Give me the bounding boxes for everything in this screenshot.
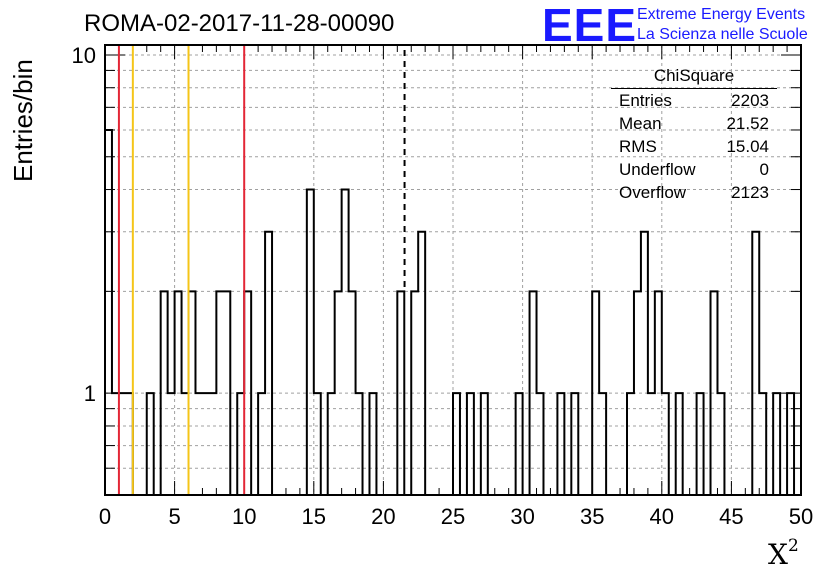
x-tick-label: 25 xyxy=(441,504,465,529)
histogram-bar xyxy=(592,291,599,495)
histogram-bar xyxy=(237,393,244,495)
plot-frame xyxy=(104,44,802,496)
histogram-bar xyxy=(752,232,759,495)
histogram-bar xyxy=(759,393,766,495)
histogram-bar xyxy=(328,393,335,495)
histogram-bar xyxy=(223,291,230,495)
y-tick-label: 1 xyxy=(84,381,96,406)
histogram-bar xyxy=(557,393,564,495)
histogram-bar xyxy=(314,393,321,495)
histogram-bar xyxy=(453,393,460,495)
histogram-bar xyxy=(773,393,780,495)
logo-line-2: La Scienza nelle Scuole xyxy=(637,26,808,43)
eee-logo: EEE xyxy=(542,0,638,51)
histogram-bar xyxy=(175,291,182,495)
stats-label: RMS xyxy=(619,137,657,156)
histogram-bar xyxy=(537,393,544,495)
stats-value: 21.52 xyxy=(726,114,769,133)
histogram-bar xyxy=(516,393,523,495)
histogram-bar xyxy=(662,393,669,495)
histogram-bar xyxy=(418,232,425,495)
stats-label: Underflow xyxy=(619,160,696,179)
x-axis-label: X2 xyxy=(768,536,799,571)
histogram-bar xyxy=(202,393,209,495)
histogram-bar xyxy=(112,393,119,495)
x-tick-label: 40 xyxy=(650,504,674,529)
chart-title: ROMA-02-2017-11-28-00090 xyxy=(84,10,395,37)
histogram-bar xyxy=(258,393,265,495)
x-tick-label: 0 xyxy=(99,504,111,529)
histogram-bar xyxy=(342,190,349,495)
stats-value: 2203 xyxy=(731,91,769,110)
histogram-bar xyxy=(307,190,314,495)
stats-label: Overflow xyxy=(619,183,687,202)
x-tick-label: 10 xyxy=(232,504,256,529)
x-axis-label-text: X xyxy=(768,538,788,571)
x-tick-label: 50 xyxy=(789,504,813,529)
histogram-bar xyxy=(787,393,794,495)
histogram-bar xyxy=(349,291,356,495)
histogram-bar xyxy=(126,393,133,495)
histogram-bar xyxy=(571,393,578,495)
histogram-bar xyxy=(676,393,683,495)
x-tick-label: 20 xyxy=(371,504,395,529)
histogram-bar xyxy=(627,393,634,495)
stats-value: 0 xyxy=(759,160,769,179)
histogram-bar xyxy=(168,393,175,495)
stats-label: Mean xyxy=(619,114,662,133)
histogram-bar xyxy=(467,393,474,495)
histogram-bar xyxy=(655,291,662,495)
histogram-bar xyxy=(189,291,196,495)
stats-label: Entries xyxy=(619,91,672,110)
histogram-bar xyxy=(397,291,404,495)
histogram-bar xyxy=(530,291,537,495)
histogram-bar xyxy=(717,393,724,495)
histogram-bar xyxy=(711,291,718,495)
histogram-bar xyxy=(244,291,251,495)
histogram-bar xyxy=(411,291,418,495)
histogram-bar xyxy=(599,393,606,495)
histogram-bar xyxy=(209,393,216,495)
stats-value: 15.04 xyxy=(726,137,769,156)
histogram-bar xyxy=(216,291,223,495)
x-axis-label-sup: 2 xyxy=(787,536,799,556)
histogram-bar xyxy=(161,291,168,495)
histogram-bar xyxy=(481,393,488,495)
histogram-bar xyxy=(648,393,655,495)
stats-row-rms: RMS 15.04 xyxy=(611,135,777,158)
x-tick-label: 45 xyxy=(719,504,743,529)
histogram-bar xyxy=(119,393,126,495)
stats-row-entries: Entries 2203 xyxy=(611,89,777,112)
x-tick-label: 5 xyxy=(168,504,180,529)
histogram-bar xyxy=(195,393,202,495)
logo-line-1: Extreme Energy Events xyxy=(637,6,806,23)
x-tick-label: 35 xyxy=(580,504,604,529)
histogram-bar xyxy=(697,393,704,495)
stats-value: 2123 xyxy=(731,183,769,202)
histogram-bar xyxy=(335,291,342,495)
stats-title: ChiSquare xyxy=(611,66,777,89)
stats-row-overflow: Overflow 2123 xyxy=(611,181,777,204)
x-tick-label: 15 xyxy=(302,504,326,529)
histogram-bar xyxy=(147,393,154,495)
histogram-bar xyxy=(641,232,648,495)
histogram-bar xyxy=(356,393,363,495)
histogram-bar xyxy=(634,291,641,495)
x-tick-label: 30 xyxy=(510,504,534,529)
histogram-bar xyxy=(265,232,272,495)
y-tick-label: 10 xyxy=(72,43,96,68)
stats-row-mean: Mean 21.52 xyxy=(611,112,777,135)
histogram-bar xyxy=(105,130,112,495)
histogram-bar xyxy=(182,393,189,495)
stats-box: ChiSquare Entries 2203 Mean 21.52 RMS 15.04… xyxy=(611,66,777,204)
stats-row-underflow: Underflow 0 xyxy=(611,158,777,181)
histogram-bar xyxy=(369,393,376,495)
